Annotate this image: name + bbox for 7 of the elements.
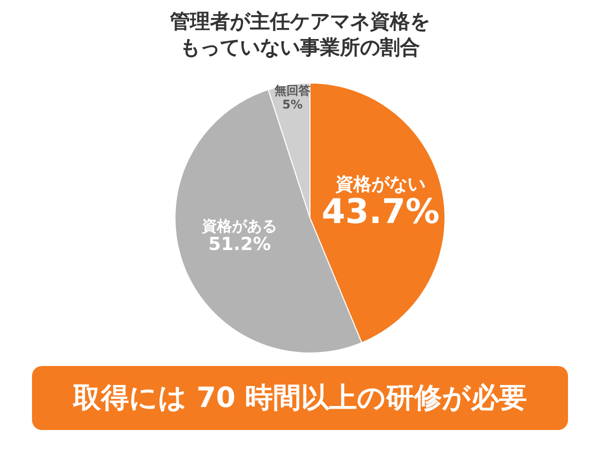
text: 取得には 70 時間以上の研修が必要 [32,366,568,430]
data-label: 51.2% [208,234,271,255]
data-label: 5% [282,97,303,112]
chart-title: 管理者が主任ケアマネ資格をもっていない事業所の割合 [169,8,431,60]
slice-label: 無回答 [273,83,312,98]
slice-label: 資格がある [201,216,278,235]
slice-label: 資格がない [334,174,426,195]
